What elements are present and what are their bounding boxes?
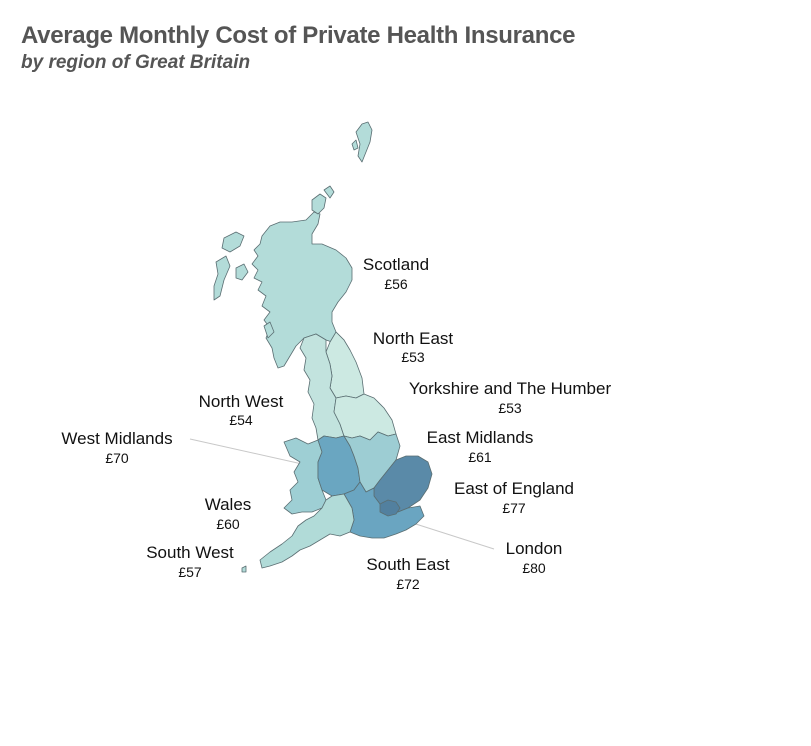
label-north-west-name: North West [199, 392, 284, 411]
region-scotland-island-7 [351, 139, 359, 151]
label-north-west-value: £54 [229, 412, 253, 428]
region-london[interactable] [379, 499, 401, 517]
page-subtitle: by region of Great Britain [21, 52, 251, 73]
west-midlands-leader-line [189, 438, 321, 469]
label-east-of-england-name: East of England [454, 479, 574, 498]
label-yorkshire-name: Yorkshire and The Humber [409, 379, 612, 398]
label-south-west: South West £57 [146, 543, 234, 580]
region-scotland-island-4 [311, 193, 327, 215]
label-scotland-name: Scotland [363, 255, 429, 274]
label-east-midlands-value: £61 [468, 449, 492, 465]
label-south-east: South East £72 [366, 555, 449, 592]
label-east-midlands: East Midlands £61 [427, 428, 534, 465]
region-scotland-island-6 [355, 121, 373, 163]
region-yorkshire[interactable] [333, 393, 397, 441]
page-title: Average Monthly Cost of Private Health I… [21, 22, 576, 49]
label-east-of-england-value: £77 [502, 500, 526, 516]
region-scotland-island-2 [213, 255, 231, 301]
region-south-west[interactable] [241, 493, 355, 573]
label-east-midlands-name: East Midlands [427, 428, 534, 447]
label-wales-value: £60 [216, 516, 240, 532]
label-north-west: North West £54 [199, 392, 284, 428]
region-south-west-shape [259, 493, 355, 569]
label-yorkshire-value: £53 [498, 400, 522, 416]
label-south-east-name: South East [366, 555, 449, 574]
label-north-east-value: £53 [401, 349, 425, 365]
region-london-shape [379, 499, 401, 517]
region-north-east[interactable] [325, 331, 365, 399]
label-west-midlands-name: West Midlands [61, 429, 172, 448]
region-yorkshire-shape [333, 393, 397, 441]
label-north-east: North East £53 [373, 329, 454, 365]
label-west-midlands-value: £70 [105, 450, 129, 466]
label-west-midlands: West Midlands £70 [61, 429, 172, 466]
region-south-west-islet [241, 565, 247, 573]
region-scotland-island-1 [221, 231, 245, 253]
label-scotland-value: £56 [384, 276, 408, 292]
label-south-east-value: £72 [396, 576, 420, 592]
label-south-west-name: South West [146, 543, 234, 562]
label-south-west-value: £57 [178, 564, 202, 580]
label-north-east-name: North East [373, 329, 454, 348]
label-wales-name: Wales [205, 495, 252, 514]
label-wales: Wales £60 [205, 495, 252, 532]
label-scotland: Scotland £56 [363, 255, 429, 292]
label-east-of-england: East of England £77 [454, 479, 574, 516]
region-scotland-island-3 [235, 263, 249, 281]
label-london-name: London [506, 539, 563, 558]
region-scotland-island-5 [323, 185, 335, 199]
region-north-east-shape [325, 331, 365, 399]
label-london: London £80 [506, 539, 563, 576]
label-london-value: £80 [522, 560, 546, 576]
region-scotland[interactable] [213, 121, 373, 369]
label-yorkshire: Yorkshire and The Humber £53 [409, 379, 612, 416]
region-scotland-island-8 [263, 321, 275, 339]
